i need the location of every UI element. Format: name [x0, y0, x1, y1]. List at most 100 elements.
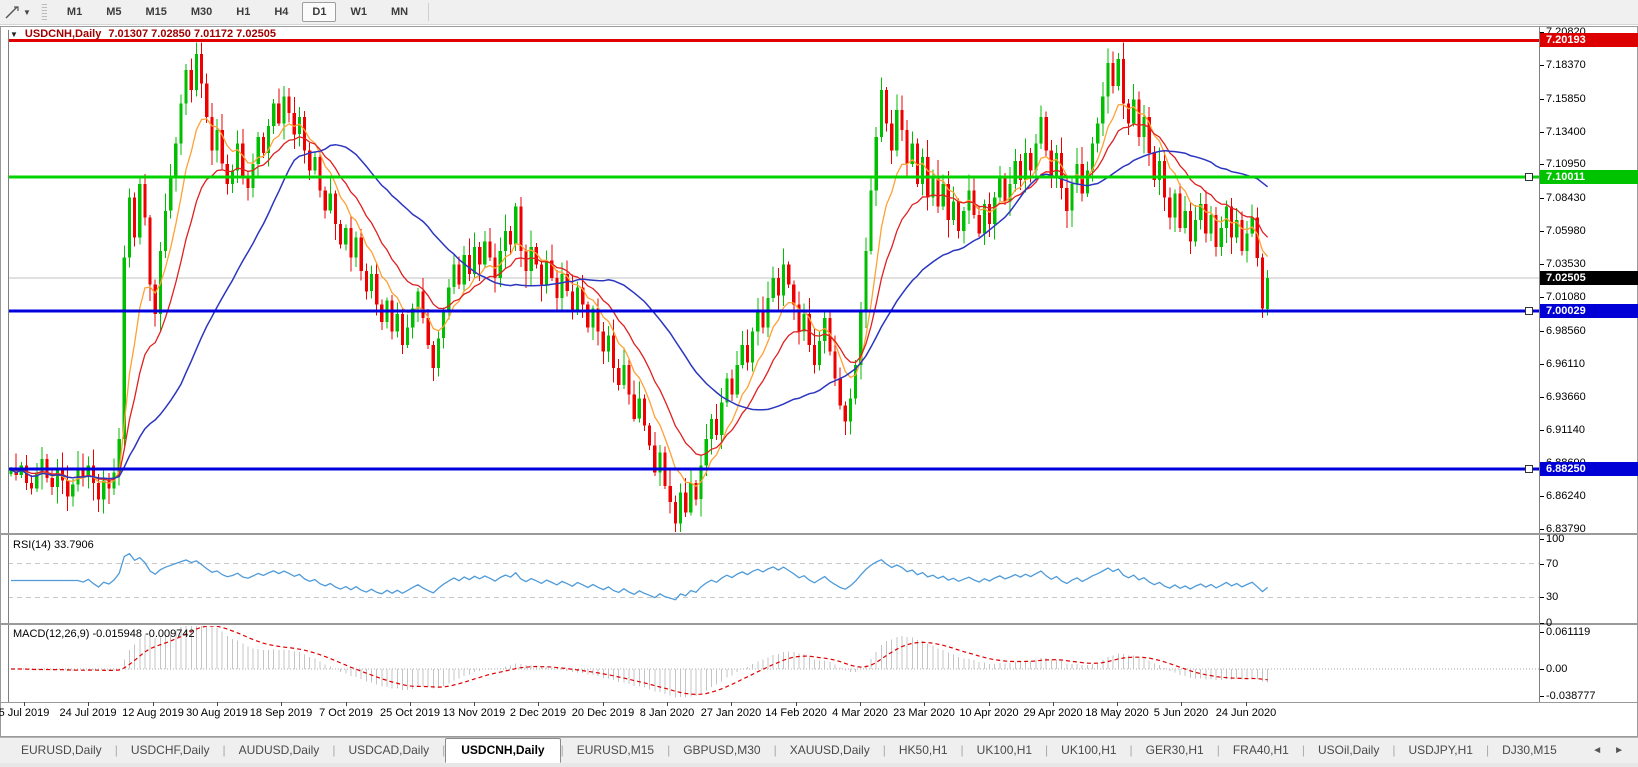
price-tick-mark: [1540, 331, 1544, 332]
tab-divider: |: [1301, 743, 1305, 757]
rsi-tick-mark: [1540, 623, 1544, 624]
chart-tab-usdjpy-h1[interactable]: USDJPY,H1: [1408, 743, 1473, 757]
timeframe-button-m15[interactable]: M15: [145, 6, 167, 18]
timeframe-button-h4[interactable]: H4: [274, 6, 289, 18]
tab-divider: |: [442, 743, 446, 757]
chart-tab-audusd-daily[interactable]: AUDUSD,Daily: [238, 743, 320, 757]
rsi-tick-mark: [1540, 539, 1544, 540]
price-tick-mark: [1540, 198, 1544, 199]
chart-tab-uk100-h1[interactable]: UK100,H1: [1061, 743, 1117, 757]
chart-tab-usdcad-daily[interactable]: USDCAD,Daily: [348, 743, 430, 757]
date-tick-label: 24 Jul 2019: [59, 707, 117, 719]
hline-drag-handle[interactable]: [1525, 173, 1533, 181]
macd-tick-label: 0.061119: [1546, 626, 1591, 638]
pane-left-border: [8, 30, 9, 702]
tab-divider: |: [960, 743, 964, 757]
chart-tab-gbpusd-m30[interactable]: GBPUSD,M30: [683, 743, 761, 757]
chart-tab-usdchf-daily[interactable]: USDCHF,Daily: [130, 743, 210, 757]
toolbar-separator: [428, 3, 430, 21]
tab-list: EURUSD,Daily | USDCHF,Daily | AUDUSD,Daily | U…: [8, 738, 1570, 763]
chart-tab-bar: EURUSD,Daily | USDCHF,Daily | AUDUSD,Daily | U…: [0, 737, 1638, 763]
price-tick-label: 7.01080: [1546, 291, 1586, 303]
chart-tab-dj30-m15[interactable]: DJ30,M15: [1502, 743, 1557, 757]
price-tick-label: 6.86240: [1546, 490, 1586, 502]
tab-divider: |: [114, 743, 118, 757]
hline-drag-handle[interactable]: [1525, 307, 1533, 315]
crosshair-tool-icon[interactable]: [2, 3, 22, 21]
chart-tab-ger30-h1[interactable]: GER30,H1: [1145, 743, 1204, 757]
date-tick-label: 12 Aug 2019: [122, 707, 184, 719]
pane-separator-macd[interactable]: [1, 623, 1638, 625]
timeframe-button-m5[interactable]: M5: [106, 6, 122, 18]
price-tick-label: 6.98560: [1546, 325, 1586, 337]
tab-scroll-right-icon[interactable]: ►: [1614, 745, 1624, 756]
chart-menu-caret-icon[interactable]: ▼: [10, 29, 18, 39]
main-price-chart[interactable]: [8, 30, 1539, 532]
tab-scroll-left-icon[interactable]: ◄: [1592, 745, 1603, 756]
timeframe-button-m30[interactable]: M30: [190, 6, 213, 18]
timeframe-button-mn[interactable]: MN: [390, 6, 409, 18]
tool-dropdown-caret-icon[interactable]: ▼: [23, 7, 31, 17]
timeframe-button-w1[interactable]: W1: [350, 6, 367, 18]
tab-divider: |: [222, 743, 226, 757]
price-level-badge: 6.88250: [1540, 462, 1638, 476]
date-tick-mark: [24, 702, 25, 706]
macd-tick-mark: [1540, 669, 1544, 670]
chart-tab-xauusd-daily[interactable]: XAUUSD,Daily: [789, 743, 870, 757]
pane-separator-rsi[interactable]: [1, 533, 1638, 535]
date-tick-mark: [281, 702, 282, 706]
macd-tick-label: 0.00: [1546, 663, 1568, 675]
tab-divider: |: [1129, 743, 1133, 757]
macd-tick-mark: [1540, 696, 1544, 697]
chart-tab-fra40-h1[interactable]: FRA40,H1: [1232, 743, 1289, 757]
chart-tab-eurusd-m15[interactable]: EURUSD,M15: [576, 743, 655, 757]
macd-indicator-pane[interactable]: [8, 626, 1539, 702]
price-tick-mark: [1540, 32, 1544, 33]
chart-tab-usdcnh-daily[interactable]: USDCNH,Daily: [445, 738, 561, 763]
date-tick-label: 25 Oct 2019: [380, 707, 440, 719]
tab-divider: |: [1485, 743, 1490, 757]
price-tick-mark: [1540, 264, 1544, 265]
tab-divider: |: [1045, 743, 1049, 757]
price-level-badge: 7.20193: [1540, 33, 1638, 47]
toolbar-grip-handle[interactable]: [40, 4, 47, 20]
chart-tab-uk100-h1[interactable]: UK100,H1: [976, 743, 1033, 757]
price-tick-mark: [1540, 65, 1544, 66]
rsi-tick-mark: [1540, 564, 1544, 565]
rsi-tick-mark: [1540, 597, 1544, 598]
chart-tab-hk50-h1[interactable]: HK50,H1: [898, 743, 948, 757]
date-tick-mark: [410, 702, 411, 706]
date-tick-label: 20 Dec 2019: [571, 707, 635, 719]
macd-tick-label: -0.038777: [1546, 690, 1596, 702]
chart-title: ▼ USDCNH,Daily 7.01307 7.02850 7.01172 7…: [10, 28, 276, 40]
rsi-indicator-pane[interactable]: [8, 537, 1539, 622]
chart-tab-usoil-daily[interactable]: USOil,Daily: [1317, 743, 1380, 757]
date-tick-label: 5 Jul 2019: [0, 707, 50, 719]
timeframe-button-m1[interactable]: M1: [66, 6, 83, 18]
date-tick-label: 8 Jan 2020: [639, 707, 695, 719]
rsi-label: RSI(14) 33.7906: [13, 539, 94, 551]
price-tick-mark: [1540, 364, 1544, 365]
chart-symbol-period: USDCNH,Daily: [24, 28, 102, 40]
chart-tab-eurusd-daily[interactable]: EURUSD,Daily: [21, 743, 102, 757]
tab-divider: |: [1392, 743, 1396, 757]
macd-label: MACD(12,26,9) -0.015948 -0.009742: [13, 628, 195, 640]
price-tick-label: 6.83790: [1546, 523, 1586, 535]
price-tick-mark: [1540, 430, 1544, 431]
hline-drag-handle[interactable]: [1525, 465, 1533, 473]
date-tick-label: 24 Jun 2020: [1215, 707, 1277, 719]
date-tick-label: 2 Dec 2019: [509, 707, 567, 719]
date-tick-mark: [603, 702, 604, 706]
date-tick-mark: [538, 702, 539, 706]
price-tick-mark: [1540, 132, 1544, 133]
date-tick-label: 30 Aug 2019: [186, 707, 248, 719]
timeframe-button-h1[interactable]: H1: [236, 6, 251, 18]
date-tick-mark: [474, 702, 475, 706]
price-level-badge: 7.10011: [1540, 170, 1638, 184]
macd-tick-mark: [1540, 632, 1544, 633]
price-tick-label: 7.08430: [1546, 192, 1586, 204]
status-band: [0, 763, 1638, 767]
rsi-tick-label: 100: [1546, 533, 1565, 545]
timeframe-button-d1[interactable]: D1: [302, 2, 337, 22]
